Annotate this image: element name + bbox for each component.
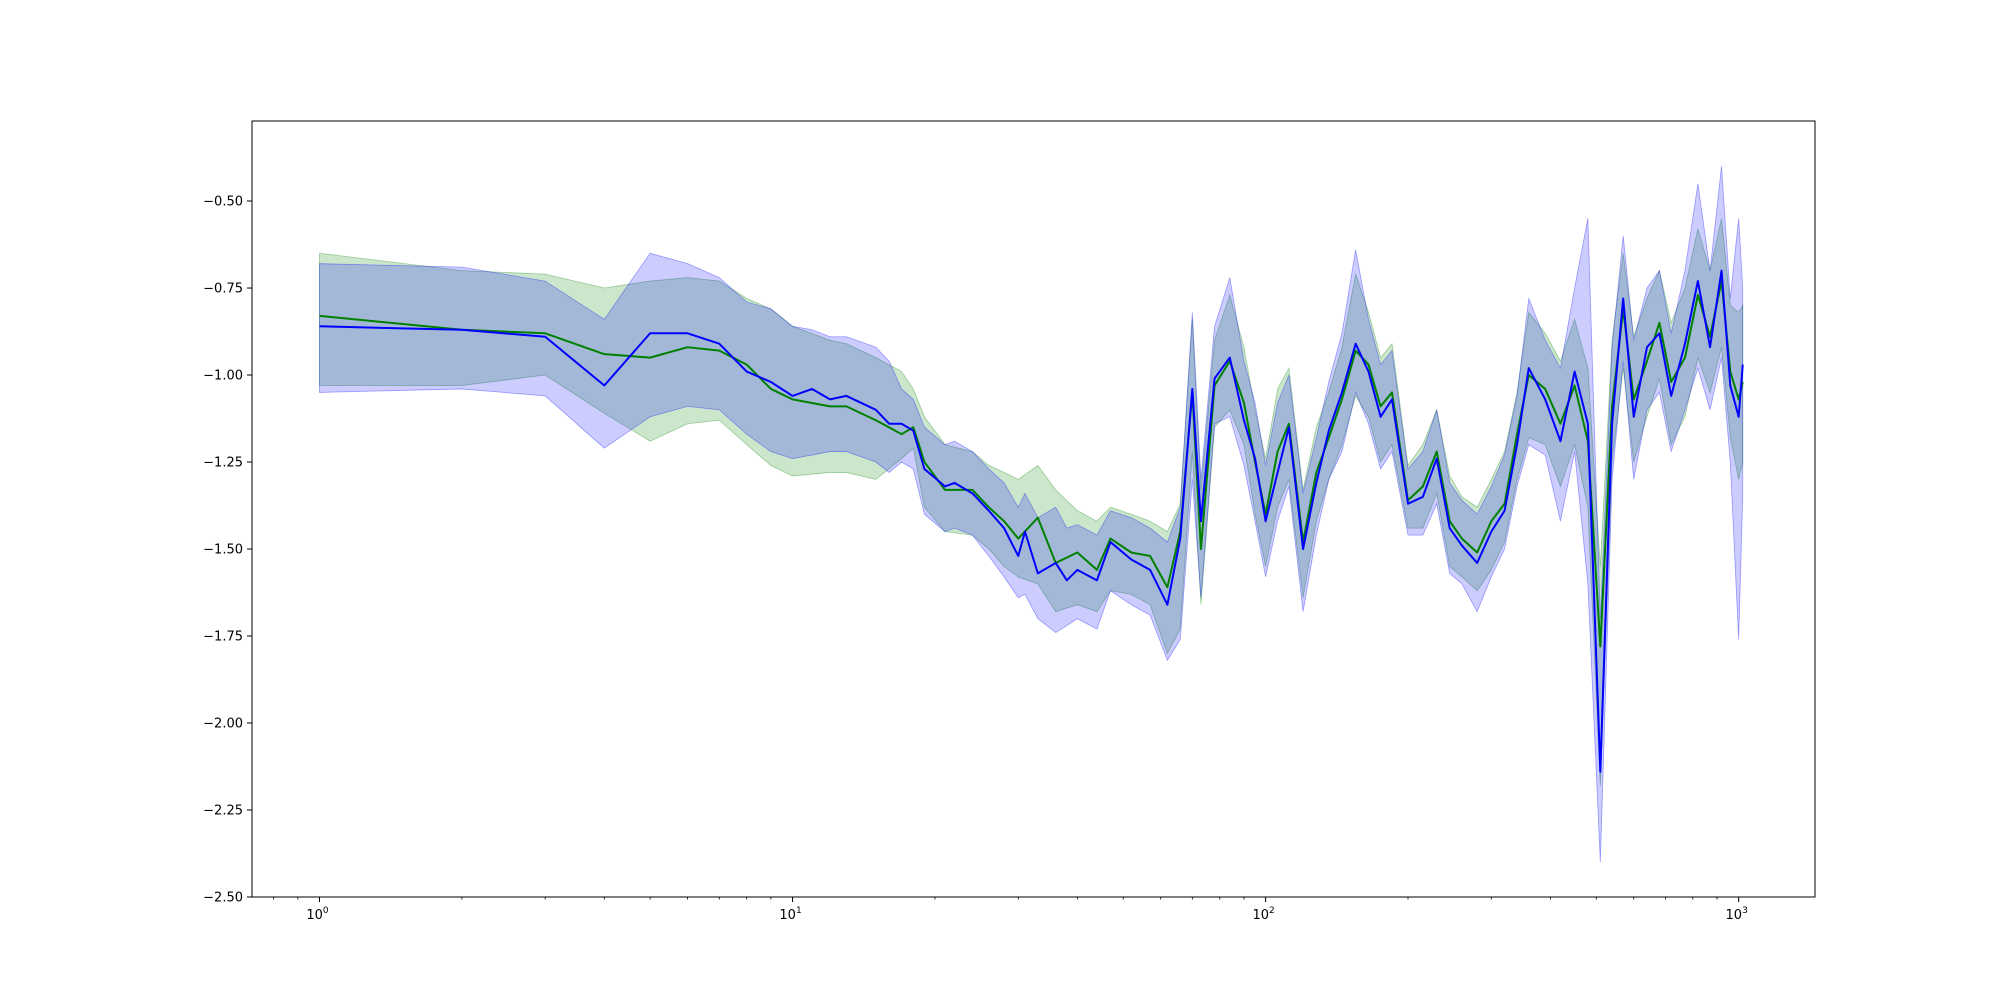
y-tick-label: −1.25 bbox=[203, 456, 243, 471]
x-tick-label: 100 bbox=[306, 906, 329, 923]
x-tick-label: 102 bbox=[1252, 906, 1274, 923]
y-tick-label: −1.00 bbox=[203, 369, 243, 384]
band-2 bbox=[319, 166, 1744, 863]
y-axis: −0.50 −0.75 −1.00 −1.25 −1.50 −1.75 −2.00 −2.25… bbox=[203, 195, 252, 906]
plot-frame bbox=[251, 120, 1816, 898]
y-tick-label: −1.75 bbox=[203, 630, 243, 645]
confidence-bands bbox=[319, 166, 1744, 863]
series-line-1 bbox=[319, 280, 1744, 648]
x-tick-label: 101 bbox=[779, 906, 801, 923]
y-tick-label: −2.25 bbox=[203, 804, 243, 819]
y-tick-label: −2.50 bbox=[203, 891, 243, 906]
y-tick-label: −0.50 bbox=[203, 195, 243, 210]
y-tick-label: −0.75 bbox=[203, 282, 243, 297]
series-lines bbox=[319, 269, 1744, 773]
y-tick-label: −1.50 bbox=[203, 543, 243, 558]
x-axis: 100 101 102 103 bbox=[273, 897, 1748, 923]
y-tick-label: −2.00 bbox=[203, 717, 243, 732]
x-tick-label: 103 bbox=[1726, 906, 1748, 923]
series-line-2 bbox=[319, 269, 1744, 773]
band-1 bbox=[319, 218, 1744, 786]
